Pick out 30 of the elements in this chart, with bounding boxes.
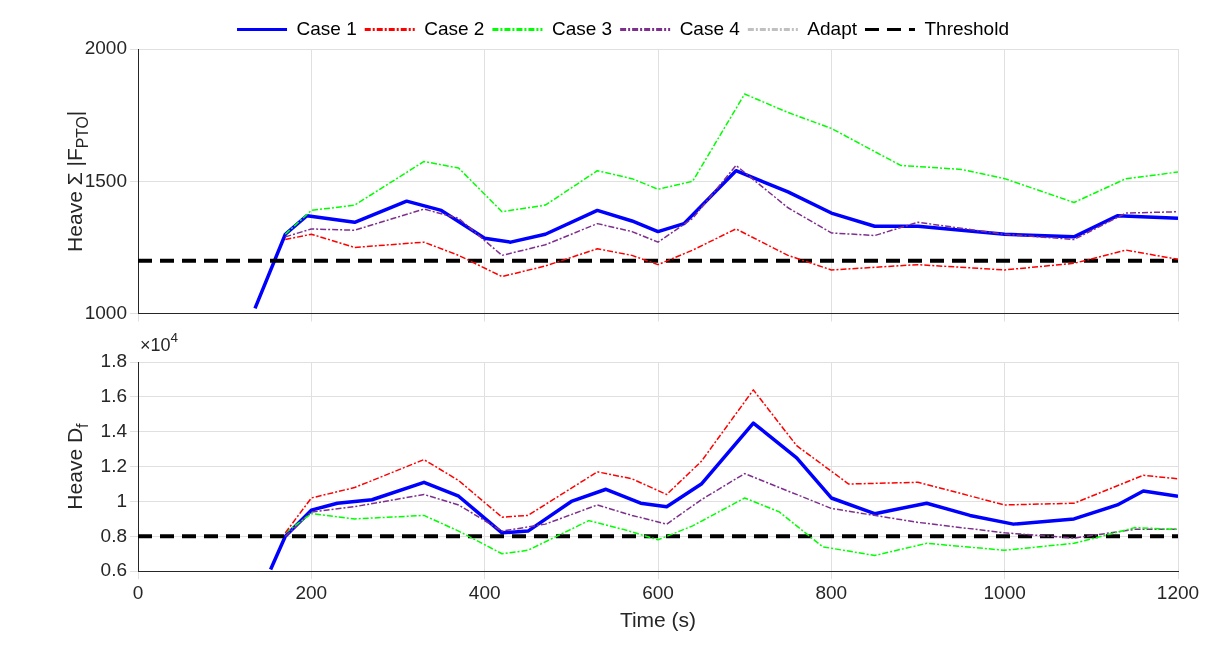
line-series bbox=[284, 93, 1178, 235]
x-tick-label: 600 bbox=[642, 581, 674, 603]
x-tick-label: 800 bbox=[815, 581, 848, 603]
line-series bbox=[284, 164, 1178, 257]
y-tick-label: 1.2 bbox=[100, 454, 127, 476]
y-tick-label: 1.4 bbox=[100, 419, 128, 441]
y-tick-label: 1 bbox=[116, 489, 127, 511]
legend-label: Case 3 bbox=[551, 17, 613, 39]
y-tick-label: 2000 bbox=[84, 37, 127, 59]
x-tick-label: 0 bbox=[132, 581, 144, 603]
x-tick-label: 1200 bbox=[1156, 581, 1200, 603]
y-axis-title: Heave Df bbox=[62, 422, 91, 510]
x-axis-title: Time (s) bbox=[619, 608, 697, 631]
y-tick-label: 1000 bbox=[84, 301, 127, 323]
y-tick-label: 0.6 bbox=[100, 559, 127, 581]
y-tick-label: 1.6 bbox=[100, 385, 127, 407]
legend-label: Case 2 bbox=[424, 17, 485, 39]
line-series bbox=[284, 228, 1178, 278]
line-series bbox=[284, 497, 1178, 557]
line-series bbox=[284, 389, 1178, 534]
x-tick-label: 400 bbox=[468, 581, 501, 603]
legend-label: Case 4 bbox=[679, 17, 741, 39]
legend-label: Adapt bbox=[807, 17, 858, 39]
x-tick-label: 1000 bbox=[983, 581, 1026, 603]
y-tick-label: 0.8 bbox=[100, 524, 127, 546]
legend-label: Case 1 bbox=[296, 17, 357, 39]
y-tick-label: 1.8 bbox=[100, 350, 127, 372]
x-tick-label: 200 bbox=[295, 581, 328, 603]
legend-label: Threshold bbox=[924, 17, 1009, 39]
line-series bbox=[284, 472, 1178, 539]
